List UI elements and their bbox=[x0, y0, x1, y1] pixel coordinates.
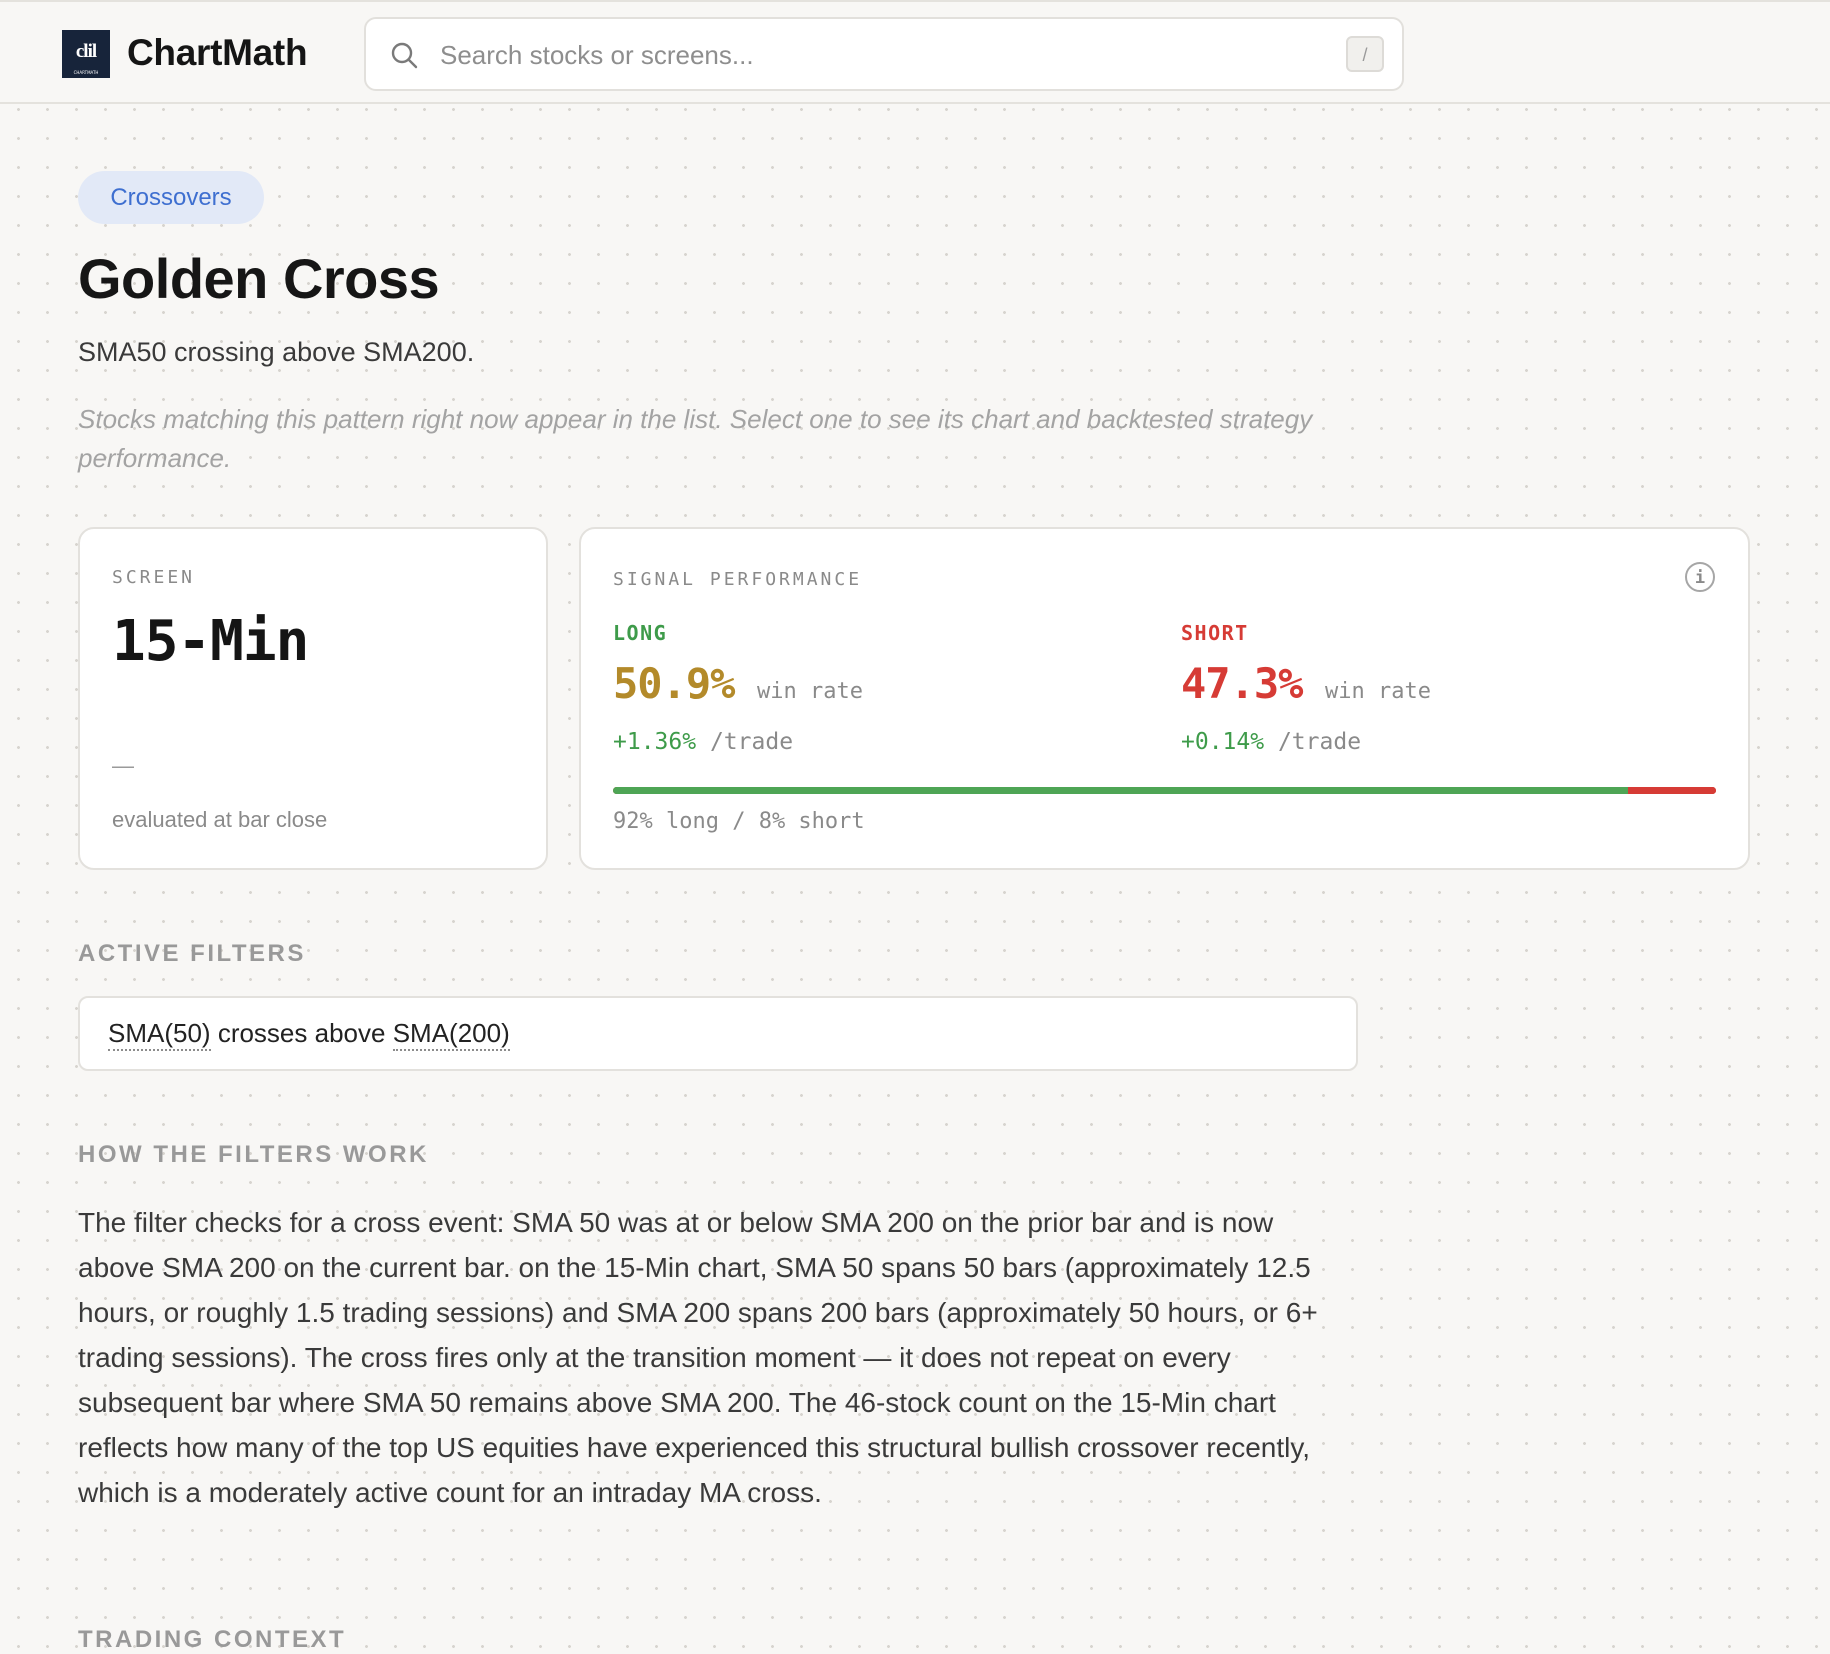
category-pill[interactable]: Crossovers bbox=[78, 171, 264, 224]
top-bar: clil CHARTMATH ChartMath / bbox=[0, 0, 1830, 104]
long-win-rate-label: win rate bbox=[757, 679, 863, 704]
search-input[interactable] bbox=[438, 33, 1302, 77]
search-box[interactable]: / bbox=[364, 17, 1404, 91]
trading-context-heading: TRADING CONTEXT bbox=[78, 1626, 347, 1653]
filter-term-sma200[interactable]: SMA(200) bbox=[392, 1018, 510, 1051]
short-per-trade-unit: /trade bbox=[1277, 729, 1362, 755]
filter-expression: SMA(50) crosses above SMA(200) bbox=[108, 1018, 510, 1051]
logo-mark-subtext: CHARTMATH bbox=[73, 70, 99, 75]
active-filter-row: SMA(50) crosses above SMA(200) bbox=[78, 996, 1358, 1071]
how-filters-work-text: The filter checks for a cross event: SMA… bbox=[78, 1207, 1318, 1508]
long-per-trade-value: +1.36% bbox=[613, 729, 697, 755]
screen-card-label: SCREEN bbox=[112, 567, 196, 588]
performance-card-label: SIGNAL PERFORMANCE bbox=[613, 569, 863, 590]
filter-term-sma50[interactable]: SMA(50) bbox=[108, 1018, 211, 1051]
split-bar-short-segment bbox=[1627, 787, 1716, 794]
info-icon[interactable]: i bbox=[1684, 561, 1716, 593]
brand-name[interactable]: ChartMath bbox=[127, 32, 308, 73]
split-bar-long-segment bbox=[613, 787, 1628, 794]
screen-note: evaluated at bar close bbox=[112, 807, 328, 832]
short-per-trade-value: +0.14% bbox=[1181, 729, 1265, 755]
search-shortcut-key: / bbox=[1346, 36, 1384, 72]
short-win-rate-label: win rate bbox=[1325, 679, 1431, 704]
search-icon bbox=[391, 42, 418, 69]
how-filters-work-heading: HOW THE FILTERS WORK bbox=[78, 1141, 429, 1168]
screen-dash: — bbox=[112, 753, 134, 778]
svg-text:i: i bbox=[1695, 568, 1705, 588]
logo-mark-text: clil bbox=[75, 41, 97, 62]
pattern-subtitle: SMA50 crossing above SMA200. bbox=[78, 337, 475, 367]
signal-performance-card: SIGNAL PERFORMANCE i LONG 50.9% win rate… bbox=[579, 527, 1750, 870]
screen-card: SCREEN 15-Min — evaluated at bar close bbox=[78, 527, 548, 870]
long-label: LONG bbox=[613, 621, 668, 645]
page-title: Golden Cross bbox=[78, 247, 440, 310]
logo-icon[interactable]: clil CHARTMATH bbox=[62, 30, 110, 78]
long-per-trade-unit: /trade bbox=[709, 729, 794, 755]
filter-connector: crosses above bbox=[217, 1018, 386, 1048]
active-filters-heading: ACTIVE FILTERS bbox=[78, 940, 306, 967]
long-short-split-bar bbox=[613, 787, 1716, 794]
long-win-rate: 50.9% bbox=[613, 659, 735, 708]
short-per-trade: +0.14% /trade bbox=[1181, 729, 1361, 755]
long-per-trade: +1.36% /trade bbox=[613, 729, 793, 755]
split-text: 92% long / 8% short bbox=[613, 809, 865, 834]
short-win-rate: 47.3% bbox=[1181, 659, 1303, 708]
short-label: SHORT bbox=[1181, 621, 1249, 645]
screen-timeframe: 15-Min bbox=[112, 609, 309, 674]
pattern-hint: Stocks matching this pattern right now a… bbox=[78, 404, 1313, 473]
